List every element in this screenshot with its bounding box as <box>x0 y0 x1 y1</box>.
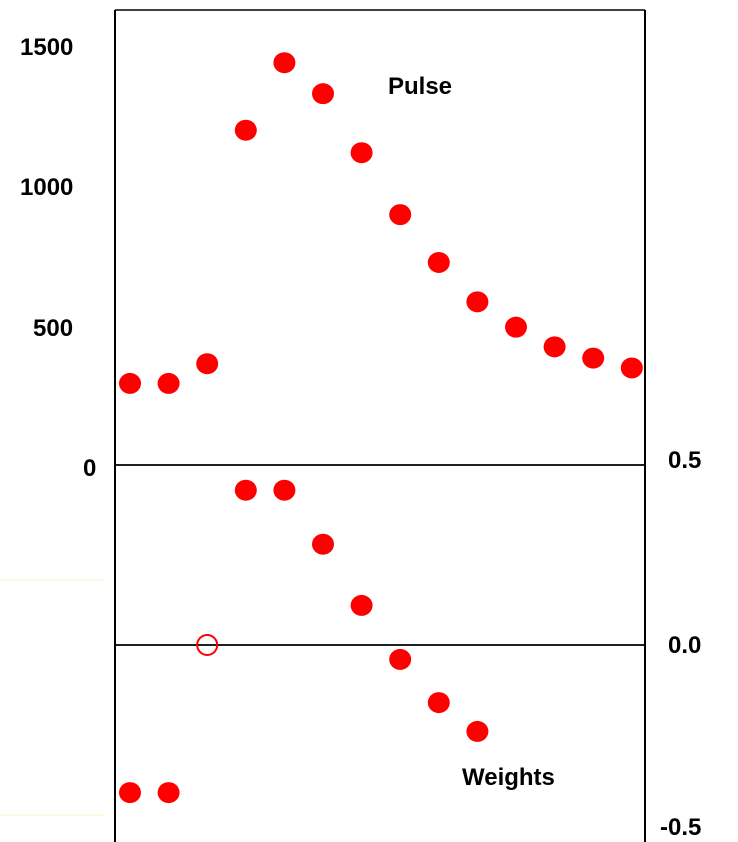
pulse-point <box>119 372 141 394</box>
bottom-ytick-label-minus-0.5: -0.5 <box>660 814 701 841</box>
weights-point <box>312 533 334 555</box>
bottom-ytick-label-0.5: 0.5 <box>668 447 701 474</box>
pulse-point <box>157 372 180 394</box>
top-ytick-label-1000: 1000 <box>20 174 73 201</box>
weights-point <box>234 479 257 501</box>
weights-point <box>157 782 180 804</box>
pulse-series-markers <box>119 52 643 394</box>
pulse-point <box>273 52 296 74</box>
pulse-point <box>350 142 373 164</box>
pulse-point <box>389 204 412 226</box>
weights-point <box>196 634 219 656</box>
pulse-point <box>505 316 527 338</box>
pulse-point <box>620 357 643 379</box>
pulse-point <box>234 119 257 141</box>
top-ytick-label-1500: 1500 <box>20 34 73 61</box>
top-ytick-label-500: 500 <box>33 315 73 342</box>
pulse-point <box>312 83 334 105</box>
pulse-point <box>427 251 450 273</box>
pulse-point <box>466 291 489 313</box>
weights-point <box>427 692 450 714</box>
weights-series-label: Weights <box>462 764 555 791</box>
bottom-ytick-label-0.0: 0.0 <box>668 632 701 659</box>
weights-point <box>119 782 141 804</box>
top-ytick-label-0: 0 <box>83 455 96 482</box>
pulse-point <box>582 347 605 369</box>
weights-series-markers <box>119 479 489 804</box>
weights-point <box>350 594 373 616</box>
weights-point <box>466 720 489 742</box>
weights-point <box>389 648 412 670</box>
pulse-point <box>196 353 219 375</box>
weights-point <box>273 479 296 501</box>
pulse-series-label: Pulse <box>388 73 452 100</box>
pulse-point <box>543 336 566 358</box>
